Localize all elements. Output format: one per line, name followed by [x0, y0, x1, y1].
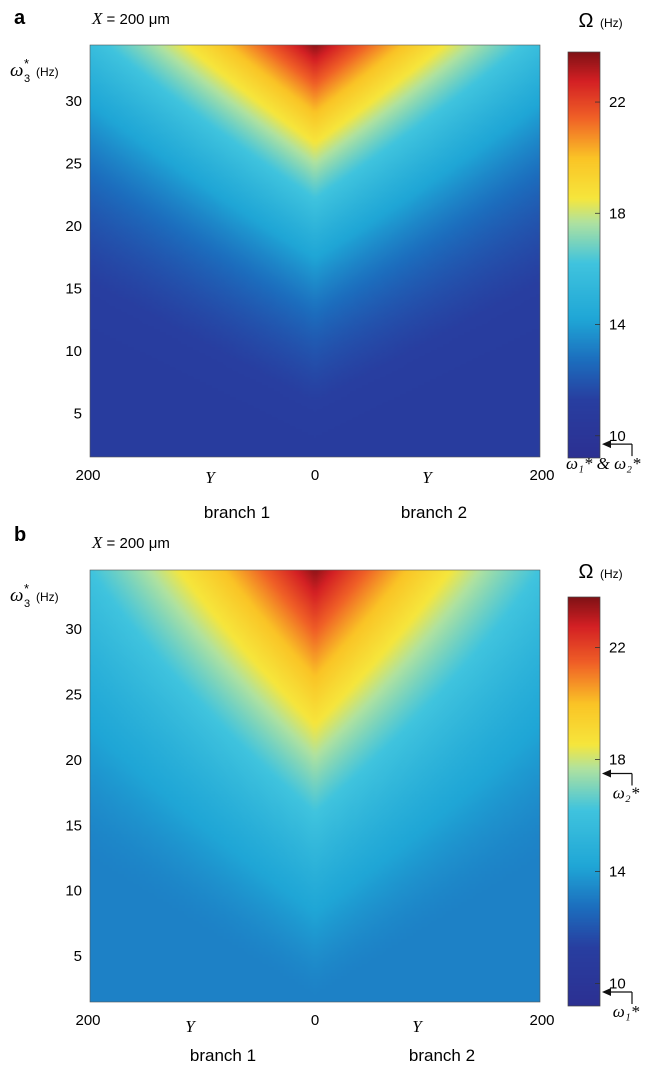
panel-b: b X = 200 μm ω 3 * (Hz) 5 10 15 20 25 30 200 0 200 Y Ybr…	[10, 524, 640, 1065]
x-variable-label: Y	[185, 1017, 196, 1036]
branch-label: branch 1	[204, 503, 270, 522]
header-variable: X	[91, 533, 103, 552]
colorbar-tick-label: 22	[609, 94, 626, 111]
heatmap-surface	[90, 45, 540, 457]
colorbar-arrow-head	[602, 440, 611, 449]
colorbar-title-unit: (Hz)	[600, 16, 623, 30]
y-tick-label: 20	[65, 218, 82, 235]
y-tick-label: 15	[65, 817, 82, 834]
y-axis-subscript: 3	[24, 598, 30, 610]
panel-header: X = 200 μm	[91, 533, 170, 552]
branch-label: branch 2	[401, 503, 467, 522]
x-variable-label: Y	[205, 468, 216, 487]
panel-a: a X = 200 μm ω 3 * (Hz) 5 10 15 20 25 30 200 0 200 Y Ybr…	[10, 7, 641, 522]
colorbar-frame	[567, 51, 601, 459]
y-tick-label: 10	[65, 883, 82, 900]
colorbar-title-symbol: Ω	[579, 10, 594, 32]
y-tick-label: 10	[65, 343, 82, 360]
colorbar-tick-label: 22	[609, 639, 626, 656]
x-variable-label: Y	[412, 1017, 423, 1036]
x-tick-label: 0	[311, 467, 319, 484]
y-tick-label: 5	[74, 405, 82, 422]
x-tick-label: 200	[529, 1012, 554, 1029]
y-axis-superscript: *	[24, 56, 29, 71]
plot-frame	[89, 569, 541, 1003]
panel-label: a	[14, 7, 26, 29]
panel-header: X = 200 μm	[91, 9, 170, 28]
branch-label: branch 2	[409, 1046, 475, 1065]
x-tick-label: 200	[529, 467, 554, 484]
colorbar-tick-label: 18	[609, 751, 626, 768]
header-variable: X	[91, 9, 103, 28]
header-equals: =	[102, 535, 119, 552]
header-value: 200 μm	[120, 535, 170, 552]
header-equals: =	[102, 11, 119, 28]
colorbar-tick-label: 18	[609, 205, 626, 222]
colorbar-arrow-head	[602, 769, 611, 778]
y-axis-subscript: 3	[24, 73, 30, 85]
y-tick-label: 15	[65, 280, 82, 297]
colorbar-frame	[567, 596, 601, 1007]
x-tick-label: 200	[75, 1012, 100, 1029]
colorbar-title-symbol: Ω	[579, 561, 594, 583]
y-axis-unit: (Hz)	[36, 65, 59, 79]
colorbar-tick-label: 14	[609, 317, 626, 334]
x-tick-label: 200	[75, 467, 100, 484]
colorbar-tick-label: 14	[609, 864, 626, 881]
colorbar-arrow-label: ω₂*	[613, 783, 640, 802]
colorbar-gradient	[568, 52, 600, 458]
y-tick-label: 25	[65, 686, 82, 703]
colorbar-arrow-label: ω₁* & ω₂*	[566, 454, 641, 473]
y-tick-label: 25	[65, 156, 82, 173]
y-tick-label: 5	[74, 948, 82, 965]
colorbar-gradient	[568, 597, 600, 1006]
y-tick-label: 20	[65, 752, 82, 769]
colorbar-arrow-head	[602, 987, 611, 996]
y-tick-label: 30	[65, 621, 82, 638]
y-axis-unit: (Hz)	[36, 590, 59, 604]
x-tick-label: 0	[311, 1012, 319, 1029]
y-axis-symbol: ω	[10, 60, 23, 81]
x-variable-label: Y	[422, 468, 433, 487]
colorbar-arrow-label: ω₁*	[613, 1002, 640, 1021]
plot-frame	[89, 44, 541, 458]
branch-label: branch 1	[190, 1046, 256, 1065]
header-value: 200 μm	[120, 11, 170, 28]
heatmap-surface	[90, 570, 540, 1002]
y-axis-superscript: *	[24, 581, 29, 596]
colorbar-tick-label: 10	[609, 976, 626, 993]
panel-label: b	[14, 524, 26, 546]
colorbar-title-unit: (Hz)	[600, 567, 623, 581]
y-tick-label: 30	[65, 93, 82, 110]
y-axis-symbol: ω	[10, 585, 23, 606]
colorbar-tick-label: 10	[609, 428, 626, 445]
